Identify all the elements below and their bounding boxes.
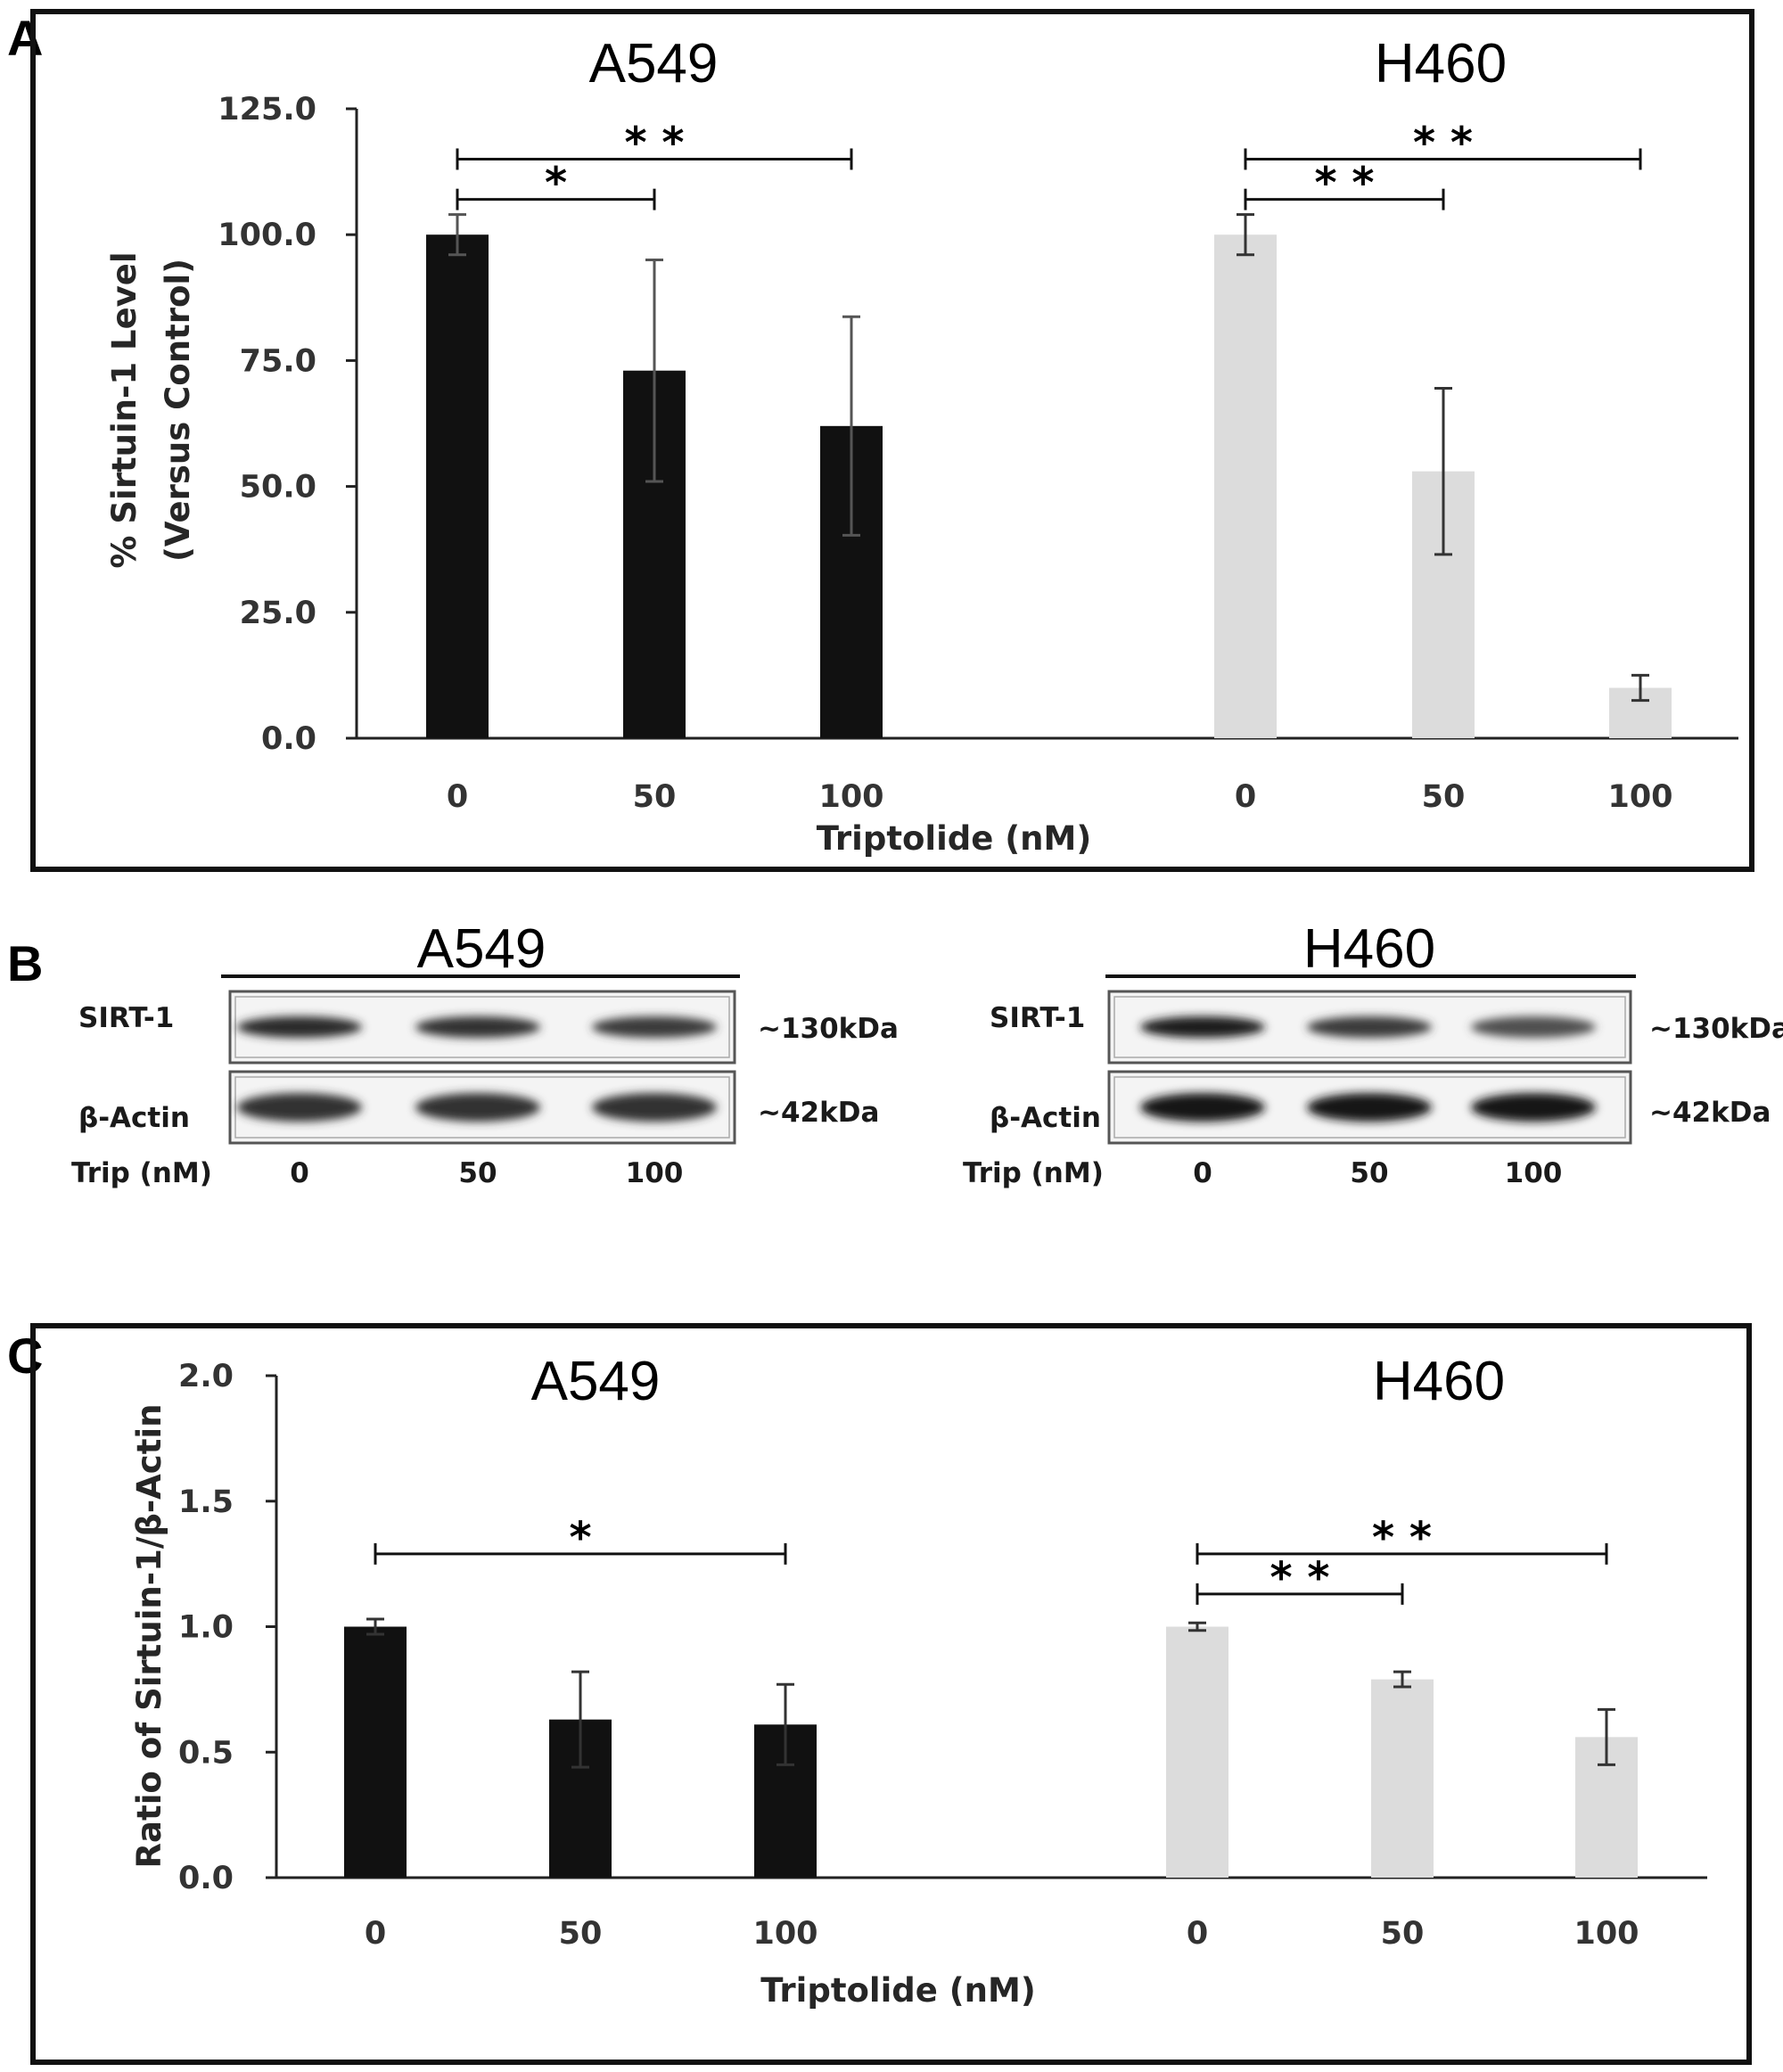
significance-label: * * <box>1270 1553 1330 1603</box>
blot-size-label: ~130kDa <box>758 1013 899 1045</box>
panel-b: B A549 SIRT-1 ~130kDa β-Actin ~42kDa Trip (nM… <box>7 918 1783 1189</box>
x-category-label: 100 <box>752 1916 818 1952</box>
x-category-label: 100 <box>1573 1916 1639 1952</box>
blot-row-label: β-Actin <box>990 1102 1101 1134</box>
x-category-label: 100 <box>818 779 883 815</box>
x-category-label: 50 <box>1381 1916 1425 1952</box>
blot-lane-label: 100 <box>1505 1157 1563 1189</box>
blot-band <box>1140 1016 1265 1038</box>
group-title-a549: A549 <box>531 1351 661 1412</box>
blot-band <box>1140 1093 1265 1122</box>
blot-membrane-inner <box>1113 996 1626 1058</box>
blot-row-label: β-Actin <box>78 1102 190 1134</box>
x-axis-title: Triptolide (nM) <box>760 1971 1036 2010</box>
panel-a-frame <box>30 9 1754 872</box>
blot-size-label: ~130kDa <box>1649 1013 1783 1045</box>
blot-band <box>415 1093 540 1122</box>
blot-band <box>592 1093 717 1122</box>
blot-row-label: SIRT-1 <box>78 1002 174 1034</box>
blot-band <box>1471 1016 1596 1038</box>
y-axis-title: Ratio of Sirtuin-1/β-Actin <box>130 1404 168 1869</box>
significance-label: * * <box>1372 1513 1432 1563</box>
blot-lane-axis-label: Trip (nM) <box>71 1157 212 1189</box>
blot-title-a549: A549 <box>417 918 546 980</box>
significance-label: * * <box>1315 159 1375 209</box>
blot-membrane-inner <box>234 996 730 1058</box>
y-tick-label: 1.0 <box>178 1610 234 1646</box>
y-tick-label: 2.0 <box>178 1359 234 1394</box>
group-title-h460: H460 <box>1373 1351 1505 1412</box>
blot-size-label: ~42kDa <box>1649 1097 1771 1129</box>
x-category-label: 0 <box>1187 1916 1208 1952</box>
blot-band <box>1471 1093 1596 1122</box>
blot-lane-label: 0 <box>1193 1157 1212 1189</box>
blot-band <box>592 1016 717 1038</box>
y-axis-title: (Versus Control) <box>159 259 197 562</box>
x-category-label: 100 <box>1607 779 1672 815</box>
bar-a549-0 <box>426 234 489 738</box>
blot-band <box>415 1016 540 1038</box>
x-category-label: 50 <box>1422 779 1466 815</box>
x-category-label: 0 <box>447 779 468 815</box>
y-tick-label: 1.5 <box>178 1484 234 1520</box>
y-tick-label: 25.0 <box>240 596 316 631</box>
panel-a: A 0.0 25.0 50.0 75.0 100.0 125.0 % Sirtuin-1 L… <box>7 9 1754 872</box>
x-category-label: 0 <box>365 1916 386 1952</box>
blot-lane-label: 0 <box>290 1157 309 1189</box>
blot-band <box>1307 1016 1432 1038</box>
bar-h460-50 <box>1371 1679 1434 1878</box>
panel-c: C 0.0 0.5 1.0 1.5 2.0 Ratio of Sirtuin-1/β-Ac… <box>7 1323 1752 2065</box>
blot-band <box>1307 1093 1432 1122</box>
blot-lane-label: 100 <box>626 1157 684 1189</box>
blot-lane-label: 50 <box>458 1157 497 1189</box>
panel-c-frame <box>30 1323 1752 2065</box>
significance-label: * * <box>625 118 685 168</box>
blot-lane-axis-label: Trip (nM) <box>963 1157 1104 1189</box>
chart-a: 0.0 25.0 50.0 75.0 100.0 125.0 % Sirtuin-1 Lev… <box>105 33 1738 858</box>
significance-label: * <box>569 1513 591 1563</box>
blot-membrane-inner <box>1113 1076 1626 1139</box>
western-blots: A549 SIRT-1 ~130kDa β-Actin ~42kDa Trip (nM) 0… <box>71 918 1783 1189</box>
y-tick-label: 0.5 <box>178 1735 234 1771</box>
blot-row-label: SIRT-1 <box>990 1002 1085 1034</box>
y-axis-title: % Sirtuin-1 Level <box>105 251 144 568</box>
y-tick-label: 125.0 <box>218 92 316 127</box>
bar-h460-0 <box>1214 234 1277 738</box>
blot-size-label: ~42kDa <box>758 1097 879 1129</box>
chart-c: 0.0 0.5 1.0 1.5 2.0 Ratio of Sirtuin-1/β-Acti… <box>130 1351 1707 2010</box>
bar-a549-0 <box>344 1626 407 1878</box>
x-category-label: 50 <box>559 1916 603 1952</box>
significance-label: * <box>545 159 567 209</box>
x-category-label: 50 <box>633 779 677 815</box>
y-tick-label: 50.0 <box>240 470 316 506</box>
group-title-h460: H460 <box>1375 33 1507 95</box>
blot-membrane-inner <box>234 1076 730 1139</box>
x-category-label: 0 <box>1235 779 1256 815</box>
blot-band <box>237 1093 362 1122</box>
y-tick-label: 0.0 <box>178 1861 234 1896</box>
panel-a-letter: A <box>7 10 43 66</box>
blot-lane-label: 50 <box>1350 1157 1388 1189</box>
panel-c-letter: C <box>7 1328 43 1384</box>
blot-title-h460: H460 <box>1303 918 1435 980</box>
y-tick-label: 75.0 <box>240 343 316 379</box>
bar-h460-0 <box>1166 1626 1228 1878</box>
x-axis-title: Triptolide (nM) <box>817 819 1092 858</box>
panel-b-letter: B <box>7 935 43 991</box>
significance-label: * * <box>1413 118 1473 168</box>
group-title-a549: A549 <box>589 33 719 95</box>
y-tick-label: 0.0 <box>261 721 316 757</box>
blot-band <box>237 1016 362 1038</box>
y-tick-label: 100.0 <box>218 218 316 253</box>
